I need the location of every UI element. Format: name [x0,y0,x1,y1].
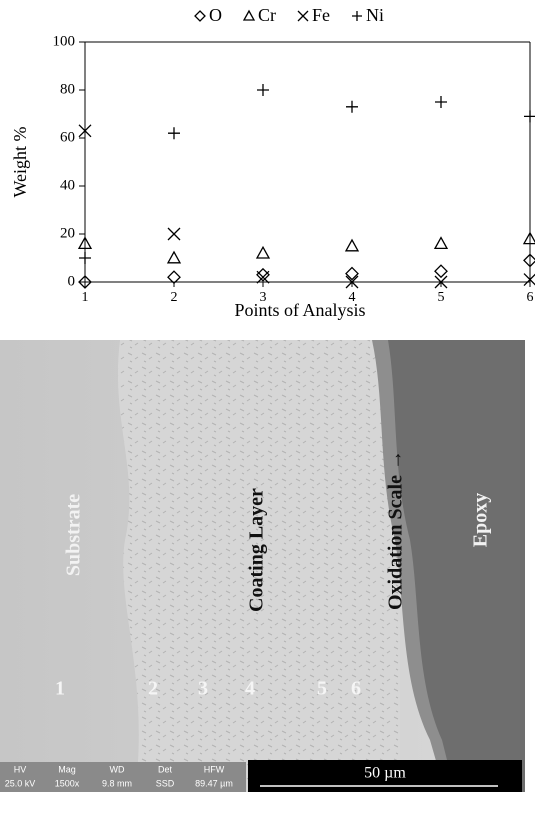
region-label: Substrate [63,494,85,576]
data-point [79,252,91,264]
legend-marker [352,11,362,21]
y-tick-label: 80 [60,81,75,97]
x-tick-label: 6 [527,290,534,305]
data-point [166,250,182,264]
data-point [255,245,271,259]
point-label: 4 [245,678,255,700]
data-point [434,275,448,289]
data-point [78,124,92,138]
point-label: 5 [317,678,327,700]
data-point [168,127,180,140]
y-tick-label: 60 [60,129,75,145]
info-value: 1500x [55,778,80,788]
point-label: 2 [148,678,158,700]
legend-marker [242,9,256,21]
x-tick-label: 2 [171,290,178,305]
point-label: 6 [351,678,361,700]
data-point [523,253,535,268]
region-label: Oxidation Scale → [385,450,407,610]
data-point [167,270,181,285]
region-label: Epoxy [470,493,492,547]
info-header: WD [110,764,125,774]
info-header: Mag [58,764,76,774]
coating-texture [117,340,401,792]
data-point [522,231,535,245]
data-point [256,270,270,284]
data-point [523,273,535,287]
legend-label: Cr [258,5,276,25]
scale-bar-label: 50 µm [364,765,406,782]
y-tick-label: 40 [60,177,75,193]
region-label: Coating Layer [246,488,268,612]
micrograph: Substrate Coating Layer Oxidation Scale … [0,340,525,792]
data-point [78,275,92,289]
info-header: Det [158,764,173,774]
data-point [77,236,93,250]
legend-label: Ni [366,5,384,25]
legend-marker [297,10,309,22]
y-tick-label: 20 [60,225,75,241]
y-axis-label: Weight % [10,126,30,197]
legend-label: O [209,5,222,25]
info-value: 89.47 µm [195,778,233,788]
data-point [344,238,360,252]
info-value: 9.8 mm [102,778,132,788]
x-tick-label: 3 [260,290,267,305]
data-point [257,84,269,96]
point-label: 3 [198,678,208,700]
info-value: SSD [156,778,175,788]
x-tick-label: 4 [349,290,356,305]
epoxy-region [388,340,525,792]
y-tick-label: 100 [53,33,76,49]
info-value: 25.0 kV [5,778,36,788]
data-point [434,264,448,279]
data-point [433,236,449,250]
legend-marker [194,10,206,22]
data-point [435,96,447,108]
data-point [256,267,270,282]
info-header: HV [14,764,27,774]
data-point [345,266,359,281]
y-tick-label: 0 [68,273,76,289]
x-axis-label: Points of Analysis [234,300,365,320]
info-bar [0,762,246,792]
legend-label: Fe [312,5,330,25]
data-point [524,110,535,123]
data-point [167,227,181,241]
data-point [345,275,359,289]
point-label: 1 [55,678,65,700]
info-header: HFW [204,764,225,774]
x-tick-label: 1 [82,290,89,305]
data-point [346,100,358,113]
x-tick-label: 5 [438,290,445,305]
